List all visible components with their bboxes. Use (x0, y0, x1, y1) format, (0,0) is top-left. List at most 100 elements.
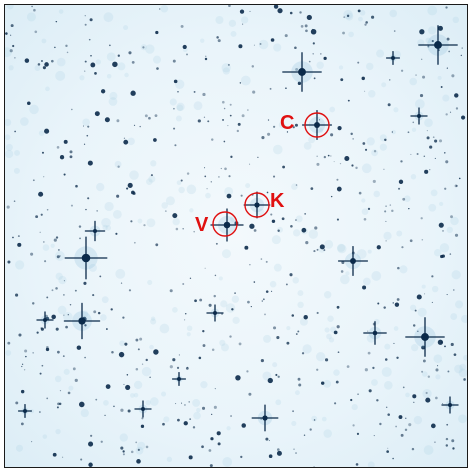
faint-star (246, 370, 249, 373)
medium-star (182, 44, 187, 50)
faint-star (295, 452, 297, 454)
faint-star (458, 177, 461, 180)
faint-star (82, 125, 85, 127)
star-halo (337, 244, 347, 254)
star-halo (297, 290, 304, 297)
faint-star (383, 306, 386, 309)
faint-star (312, 53, 314, 55)
faint-star (355, 463, 359, 466)
star-halo (424, 118, 433, 128)
faint-star (37, 63, 41, 66)
faint-star (83, 281, 87, 285)
medium-star (38, 191, 44, 197)
faint-star (304, 213, 307, 215)
faint-star (387, 447, 389, 449)
star-halo (275, 399, 282, 406)
faint-star (413, 401, 415, 403)
medium-star (336, 186, 342, 192)
star-halo (299, 317, 308, 326)
star-halo (178, 186, 185, 194)
star-halo (329, 106, 336, 113)
star-halo (222, 67, 230, 75)
faint-star (40, 327, 44, 331)
star-halo (146, 218, 156, 228)
faint-star (193, 90, 196, 93)
star-halo (29, 409, 35, 414)
faint-star (300, 24, 304, 28)
star-halo (196, 407, 201, 413)
faint-star (362, 142, 366, 145)
star-halo (431, 285, 439, 293)
star-halo (45, 86, 50, 92)
faint-star (57, 350, 60, 354)
faint-star (265, 290, 269, 293)
star-halo (63, 311, 73, 322)
star-halo (273, 144, 283, 155)
star-halo (376, 49, 385, 58)
faint-star (123, 383, 125, 386)
medium-star (249, 223, 255, 229)
faint-star (204, 267, 206, 269)
medium-star (241, 423, 246, 428)
faint-star (248, 392, 252, 396)
star-halo (117, 62, 126, 71)
faint-star (175, 403, 177, 405)
faint-star (460, 54, 462, 57)
star-halo (366, 333, 376, 343)
medium-star (441, 254, 445, 258)
star-halo (141, 366, 152, 377)
faint-star (330, 133, 334, 137)
faint-star (141, 363, 144, 365)
star-halo (455, 300, 464, 309)
star-halo (205, 192, 211, 199)
bright-star (418, 25, 458, 65)
star-halo (220, 300, 228, 308)
faint-star (43, 176, 45, 178)
faint-star (295, 333, 298, 335)
faint-star (23, 369, 26, 371)
faint-star (435, 396, 438, 400)
medium-star (421, 345, 425, 350)
star-halo (130, 393, 135, 398)
star-halo (63, 368, 70, 375)
faint-star (397, 266, 400, 270)
star-halo (430, 189, 438, 197)
star-halo (458, 368, 467, 378)
faint-star (142, 46, 145, 49)
faint-star (250, 305, 252, 308)
faint-star (347, 99, 350, 102)
faint-star (139, 125, 141, 128)
faint-star (75, 184, 78, 188)
faint-star (228, 175, 231, 178)
faint-star (230, 415, 232, 417)
faint-star (40, 213, 43, 216)
star-halo (413, 415, 423, 425)
star-halo (186, 325, 193, 332)
star-halo (333, 369, 340, 376)
star-halo (421, 284, 426, 289)
star-halo (278, 121, 286, 129)
faint-star (84, 324, 87, 327)
star-halo (427, 5, 438, 16)
faint-star (105, 328, 108, 330)
star-halo (220, 343, 229, 352)
faint-star (346, 365, 350, 368)
bright-star (337, 245, 369, 277)
medium-star (437, 339, 444, 345)
faint-star (137, 348, 140, 351)
star-halo (396, 230, 403, 237)
faint-star (111, 351, 114, 354)
faint-star (423, 155, 426, 158)
faint-star (71, 108, 73, 111)
star-halo (368, 90, 376, 98)
faint-star (343, 16, 346, 19)
faint-star (122, 316, 125, 319)
star-halo (5, 143, 13, 151)
faint-star (416, 153, 419, 156)
star-halo (450, 313, 458, 320)
star-halo (146, 178, 153, 185)
faint-star (277, 375, 280, 378)
faint-star (217, 39, 221, 43)
star-halo (176, 102, 185, 112)
star-halo (302, 344, 312, 354)
